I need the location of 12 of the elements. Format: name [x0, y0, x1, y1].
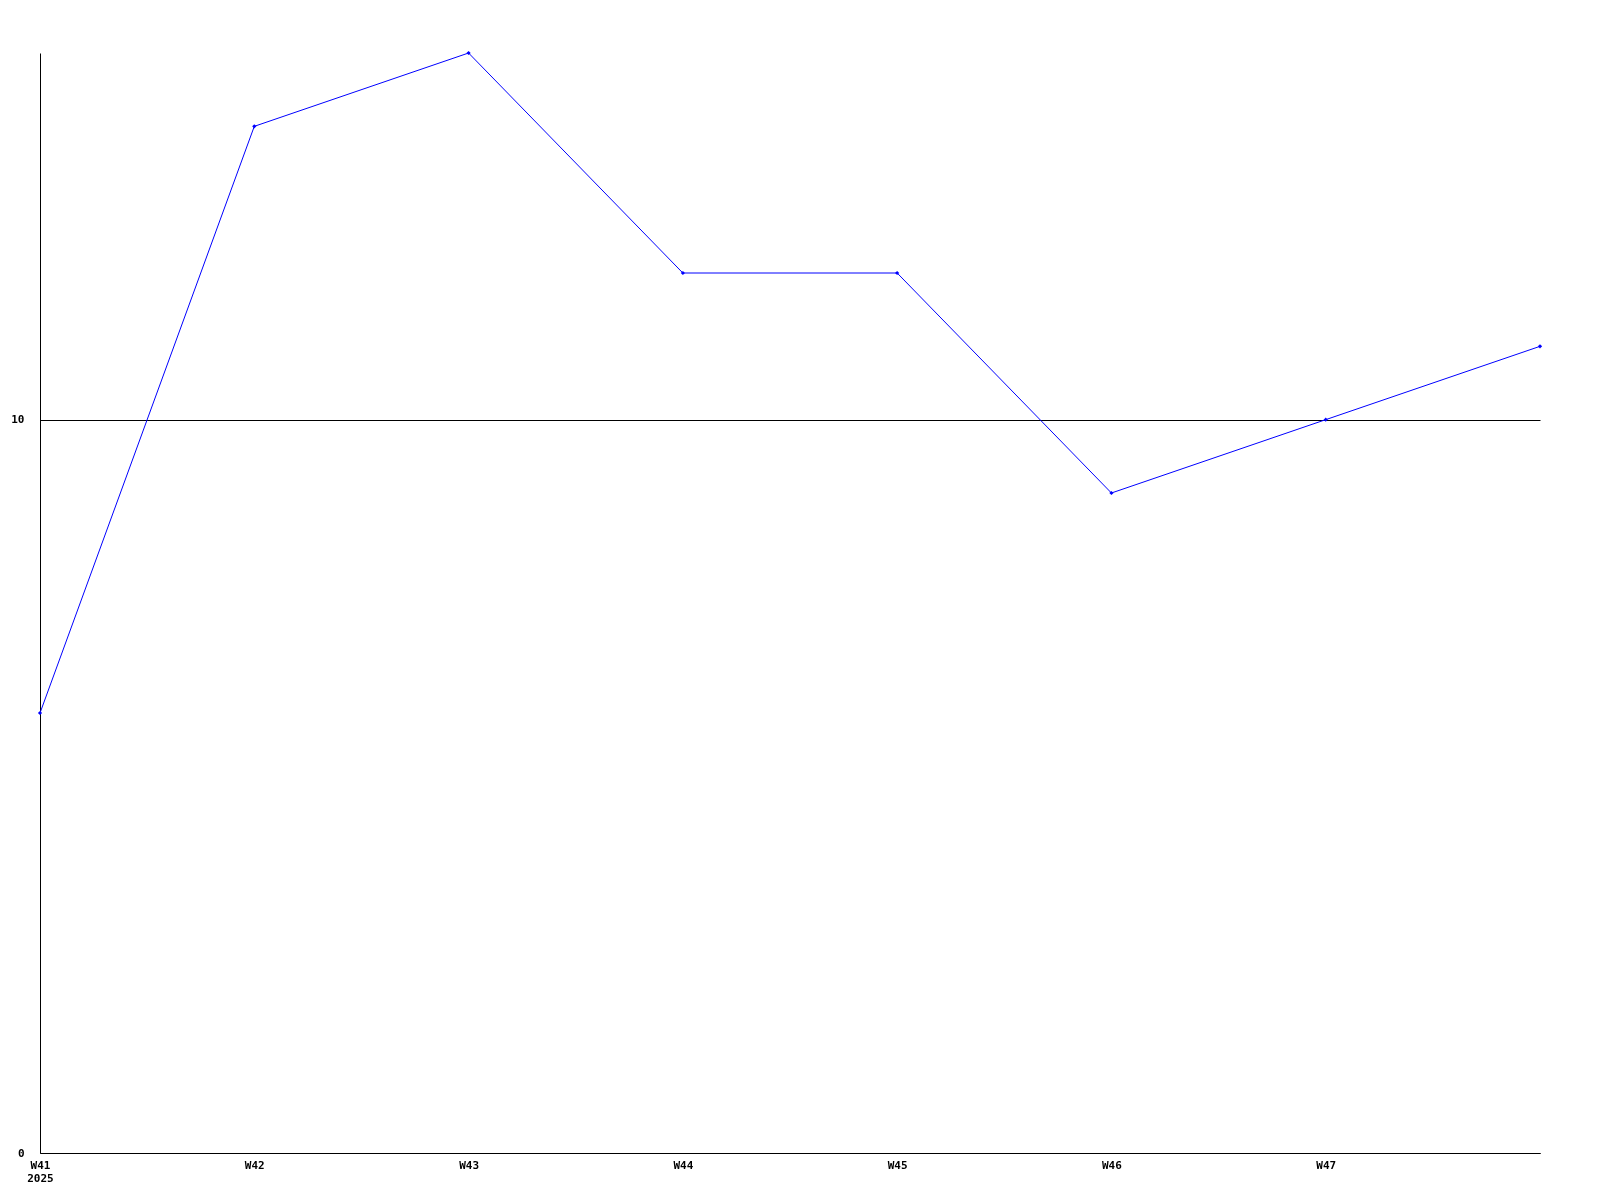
x-tick-label: W41 2025: [27, 1158, 54, 1185]
x-tick-label: W45: [887, 1158, 908, 1172]
x-tick-label: W46: [1101, 1158, 1123, 1172]
y-tick-label: 10: [11, 413, 25, 427]
x-tick-label: W47: [1316, 1158, 1337, 1172]
point: [37, 710, 43, 716]
point: [252, 124, 257, 129]
y-tick-label: 0: [17, 1146, 25, 1160]
x-tick-label: W42: [244, 1158, 265, 1172]
point: [1323, 417, 1328, 422]
x-tick-label: W44: [673, 1158, 694, 1172]
x-tick-label: W43: [459, 1158, 480, 1172]
